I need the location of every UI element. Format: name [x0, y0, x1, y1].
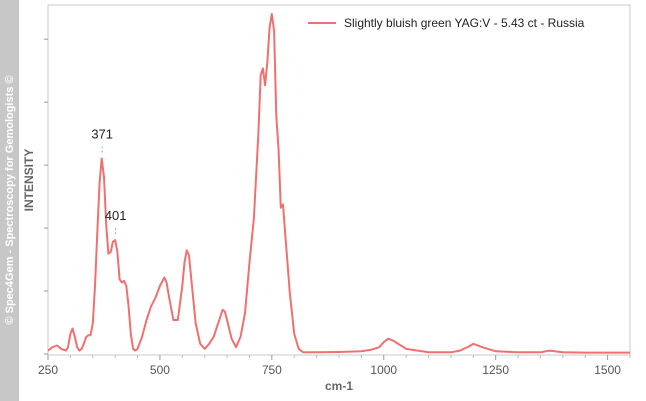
peak-label-401: 401 — [105, 208, 127, 223]
series-line-0 — [47, 13, 630, 354]
y-axis-title: INTENSITY — [22, 149, 36, 212]
x-axis-title: cm-1 — [325, 379, 353, 393]
legend-label: Slightly bluish green YAG:V - 5.43 ct - … — [344, 16, 585, 30]
x-tick-label: 1500 — [594, 363, 621, 377]
peak-label-371: 371 — [91, 127, 113, 142]
x-tick-label: 250 — [38, 363, 58, 377]
x-tick-label: 750 — [262, 363, 282, 377]
plot-frame — [47, 4, 631, 356]
x-tick-label: 1000 — [370, 363, 397, 377]
annotation-layer: 371 401 — [91, 127, 126, 235]
watermark-sidebar: © Spec4Gem - Spectroscopy for Gemologist… — [0, 0, 19, 401]
y-axis-ticks — [44, 38, 48, 355]
series-layer — [47, 13, 630, 354]
x-axis-ticks: 250 500 750 1000 1250 1500 — [38, 355, 631, 377]
x-tick-label: 1250 — [482, 363, 509, 377]
x-tick-label: 500 — [150, 363, 170, 377]
legend: Slightly bluish green YAG:V - 5.43 ct - … — [308, 16, 585, 30]
